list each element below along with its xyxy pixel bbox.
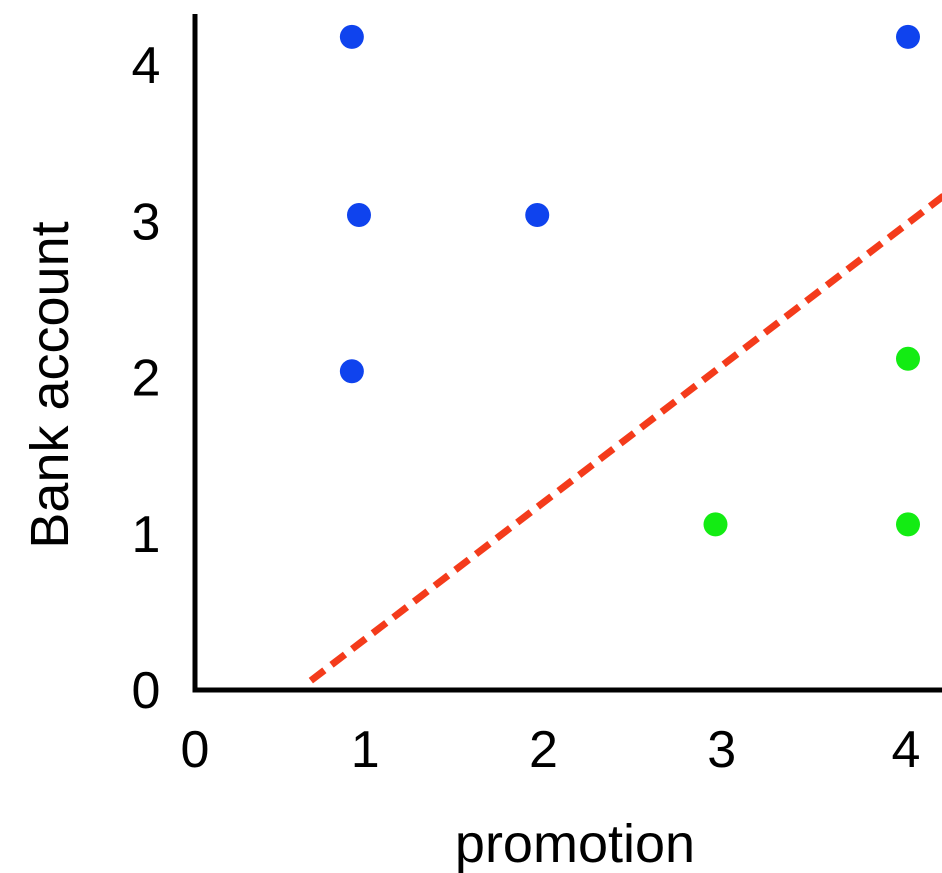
- y-tick-label-3: 3: [132, 193, 161, 251]
- data-point-s0-1: [896, 24, 920, 49]
- data-point-s0-2: [346, 203, 371, 227]
- data-point-s1-0: [896, 346, 920, 371]
- x-tick-label-4: 4: [892, 721, 921, 779]
- y-tick-label-2: 2: [132, 350, 161, 408]
- data-point-s1-1: [703, 512, 728, 537]
- data-point-s1-2: [896, 512, 920, 537]
- decision-boundary-line: [308, 192, 942, 684]
- y-tick-label-1: 1: [132, 506, 161, 564]
- x-tick-label-3: 3: [707, 721, 736, 779]
- y-tick-label-4: 4: [132, 37, 161, 95]
- data-point-s0-0: [339, 24, 364, 49]
- y-axis-title: Bank account: [20, 221, 80, 548]
- x-axis-title: promotion: [455, 814, 695, 873]
- y-tick-labels: 0 1 2 3 4: [132, 37, 161, 720]
- x-tick-label-1: 1: [351, 721, 380, 779]
- x-tick-label-2: 2: [529, 721, 558, 779]
- data-point-s0-4: [339, 359, 364, 384]
- data-points: [339, 24, 920, 537]
- x-tick-label-0: 0: [181, 721, 210, 779]
- y-tick-label-0: 0: [132, 662, 161, 720]
- data-point-s0-3: [525, 203, 550, 227]
- x-tick-labels: 0 1 2 3 4: [181, 721, 921, 779]
